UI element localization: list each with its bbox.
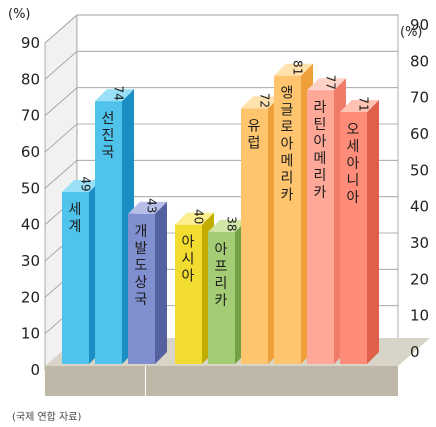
bar-top [241, 96, 280, 109]
bar-top [175, 212, 214, 225]
bar-front [62, 191, 89, 364]
left-tick-label: 20 [21, 288, 40, 306]
right-axis-ticks: 0 10 20 30 40 50 60 70 80 90 [410, 16, 429, 361]
right-tick-label: 70 [410, 89, 429, 107]
left-axis-unit: (%) [8, 7, 31, 22]
left-tick-label: 90 [21, 34, 40, 52]
bar: 77 라 틴 아 메 리 카 [307, 75, 346, 364]
right-tick-label: 60 [410, 125, 429, 143]
bar-front [128, 213, 155, 364]
bar-value-label: 49 [79, 176, 93, 191]
bar-top [95, 89, 134, 102]
bar: 49 세 계 [62, 176, 101, 364]
left-tick-label: 40 [21, 216, 40, 234]
base-front [146, 366, 398, 396]
right-tick-label: 40 [410, 198, 429, 216]
right-tick-label: 20 [410, 270, 429, 288]
bar-top [208, 219, 247, 232]
bar: 43 개 발 도 상 국 [128, 198, 167, 364]
bar-value-label: 38 [225, 216, 239, 231]
bar-front [241, 108, 268, 365]
bar-value-label: 43 [145, 198, 159, 213]
right-tick-label: 0 [410, 343, 420, 361]
bar-front [95, 101, 122, 364]
left-tick-label: 10 [21, 325, 40, 343]
left-tick-label: 70 [21, 107, 40, 125]
gridline-depth [44, 14, 78, 44]
bar-value-label: 72 [258, 93, 272, 108]
source-note: (국제 연합 자료) [12, 411, 81, 423]
bar-value-label: 81 [291, 60, 305, 75]
gridline-depth [44, 160, 78, 189]
bar-front [340, 112, 367, 365]
base-front [45, 366, 145, 396]
bar-top [128, 201, 167, 214]
right-tick-label: 80 [410, 52, 429, 70]
right-tick-label: 90 [410, 16, 429, 34]
bar-front [175, 224, 202, 364]
right-tick-label: 30 [410, 234, 429, 252]
gridline-depth [44, 51, 78, 80]
bar: 71 오 세 아 니 아 [340, 96, 379, 365]
right-tick-label: 50 [410, 161, 429, 179]
bar-value-label: 77 [324, 75, 338, 90]
bar-value-label: 71 [357, 96, 371, 111]
left-tick-label: 50 [21, 179, 40, 197]
left-tick-label: 30 [21, 252, 40, 270]
bar-side [367, 100, 379, 365]
right-axis-unit: (%) [400, 25, 423, 40]
left-axis-ticks: 0 10 20 30 40 50 60 70 80 90 [21, 34, 40, 379]
bar-top [340, 100, 379, 113]
right-tick-label: 10 [410, 307, 429, 325]
bar-side [155, 201, 167, 364]
left-tick-label: 60 [21, 143, 40, 161]
gridline-depth [44, 123, 78, 153]
bar-front [208, 231, 235, 364]
gridline-depth [44, 87, 78, 116]
left-tick-label: 80 [21, 70, 40, 88]
bar-top [62, 179, 101, 192]
bar-front [274, 75, 301, 364]
bar-top [307, 78, 346, 91]
left-tick-label: 0 [30, 361, 40, 379]
bar-value-label: 40 [192, 209, 206, 224]
bar-top [274, 63, 313, 76]
bars: 49 세 계 74 선 진 국 43 개 발 도 상 국 40 아 시 아 38 아 프 리 카 72 유 럽 81 앵 글 로 아 메 리 카… [62, 60, 379, 365]
bar-front [307, 90, 334, 364]
bar-value-label: 74 [112, 85, 126, 100]
